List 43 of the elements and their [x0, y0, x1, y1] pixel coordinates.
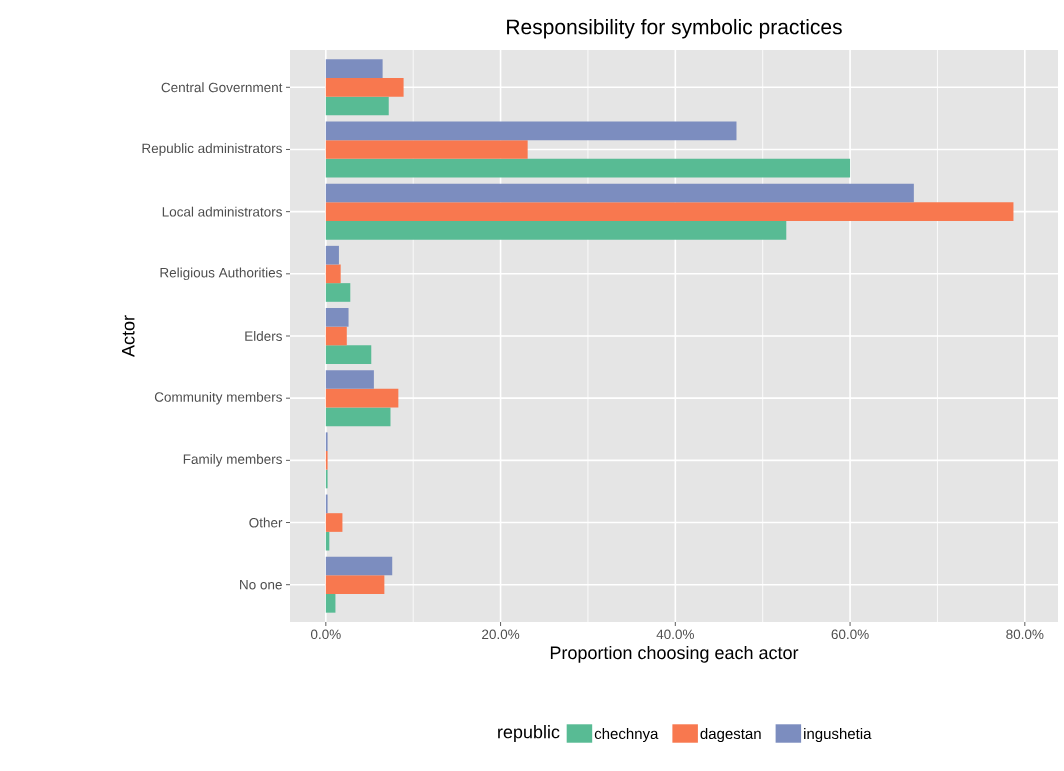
bar	[325, 77, 404, 97]
x-tick-label: 40.0%	[656, 629, 694, 640]
bar	[325, 96, 389, 116]
legend-title: republic	[498, 725, 560, 742]
bar	[325, 283, 351, 302]
x-tick-label: 60.0%	[831, 629, 869, 640]
bar	[325, 556, 393, 576]
bar	[325, 575, 385, 595]
x-tick-label: 0.0%	[310, 629, 341, 640]
bar	[325, 140, 528, 159]
y-tick-label: No one	[240, 579, 282, 590]
y-tick-label: Other	[249, 517, 283, 528]
bar	[325, 158, 851, 178]
y-tick-label: Family members	[183, 454, 282, 467]
bar	[325, 308, 349, 327]
bar	[325, 370, 374, 389]
bar	[325, 183, 914, 203]
y-tick-label: Local administrators	[162, 206, 282, 217]
x-axis-title: Proportion choosing each actor	[550, 645, 799, 663]
y-tick-label: Republic administrators	[142, 143, 282, 156]
bar	[325, 345, 372, 364]
y-axis-title: Actor	[122, 315, 135, 357]
y-tick-label: Central Government	[161, 82, 283, 93]
y-tick-label: Religious Authorities	[160, 267, 282, 281]
y-tick-label: Community members	[154, 391, 282, 405]
bar	[325, 245, 339, 265]
chart-title: Responsibility for symbolic practices	[507, 18, 842, 39]
legend-label: dagestan	[700, 728, 761, 743]
bar	[325, 59, 383, 78]
legend-label: ingushetia	[804, 728, 872, 743]
bar	[325, 388, 399, 408]
bar	[325, 264, 341, 284]
x-tick-label: 80.0%	[1006, 629, 1044, 640]
bar	[325, 594, 336, 613]
bar	[325, 121, 737, 141]
y-tick-label: Elders	[245, 331, 282, 341]
bar	[325, 513, 343, 532]
bar	[325, 220, 787, 240]
bar	[325, 326, 347, 346]
bar	[325, 202, 1014, 221]
legend-label: chechnya	[594, 728, 659, 743]
x-tick-label: 20.0%	[482, 629, 520, 640]
bar	[325, 407, 391, 427]
